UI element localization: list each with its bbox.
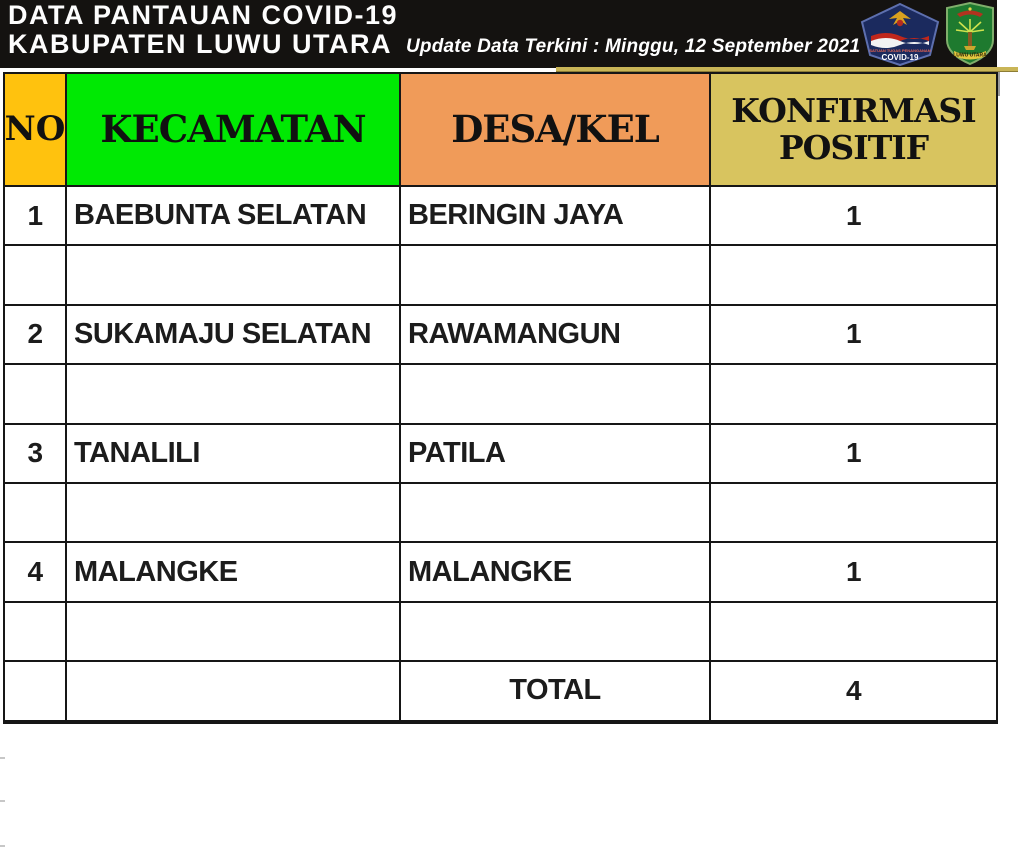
cell-no: 2: [5, 305, 67, 366]
cell-no: 4: [5, 543, 67, 603]
cell-konfirmasi: 1: [711, 187, 996, 247]
cell-konfirmasi: [711, 365, 996, 425]
cell-kecamatan: [67, 483, 401, 544]
cell-no: 3: [5, 424, 67, 484]
covid-table: NO KECAMATAN DESA/KEL KONFIRMASI POSITIF…: [3, 72, 998, 724]
cell-desa-kel: [401, 246, 711, 306]
cell-konfirmasi: [711, 483, 996, 544]
update-date-text: Update Data Terkini : Minggu, 12 Septemb…: [406, 36, 861, 57]
cell-no: [5, 246, 67, 306]
column-header-konfirmasi-positif: KONFIRMASI POSITIF: [711, 74, 996, 187]
cell-kecamatan: [67, 365, 401, 425]
column-header-kecamatan: KECAMATAN: [67, 74, 401, 187]
cell-konfirmasi: 1: [711, 543, 996, 603]
page-title-line1: DATA PANTAUAN COVID-19: [8, 0, 398, 30]
luwu-utara-regency-logo-icon: LUWU UTARA: [944, 2, 996, 66]
cell-konfirmasi: 1: [711, 424, 996, 484]
cell-desa-kel: MALANGKE: [401, 543, 711, 603]
cell-kecamatan: BAEBUNTA SELATAN: [67, 187, 401, 247]
cell-kecamatan: [67, 246, 401, 306]
luwu-utara-caption: LUWU UTARA: [953, 53, 987, 59]
cell-no: 1: [5, 187, 67, 247]
gridline-artifact: [998, 72, 1000, 96]
cell-no: [5, 365, 67, 425]
header-bar: DATA PANTAUAN COVID-19 KABUPATEN LUWU UT…: [0, 0, 997, 68]
cell-desa-kel: [401, 602, 711, 663]
gridline-stub: [0, 845, 5, 847]
cell-desa-kel: BERINGIN JAYA: [401, 187, 711, 247]
cell-no: [5, 662, 67, 722]
gridline-stub: [0, 800, 5, 802]
cell-desa-kel: RAWAMANGUN: [401, 305, 711, 366]
cell-desa-kel: [401, 483, 711, 544]
cell-kecamatan: [67, 662, 401, 722]
gold-divider: [556, 67, 1018, 72]
cell-desa-kel: PATILA: [401, 424, 711, 484]
cell-desa-kel: [401, 365, 711, 425]
cell-konfirmasi: 4: [711, 662, 996, 722]
cell-kecamatan: TANALILI: [67, 424, 401, 484]
gridline-stub: [0, 757, 5, 759]
page-title-line2: KABUPATEN LUWU UTARA: [8, 29, 392, 59]
satgas-covid19-logo-icon: SATUAN TUGAS PENANGANAN COVID-19: [859, 3, 941, 66]
satgas-caption-small: SATUAN TUGAS PENANGANAN: [869, 48, 930, 53]
cell-konfirmasi: 1: [711, 305, 996, 366]
column-header-desa-kel: DESA/KEL: [401, 74, 711, 187]
satgas-caption: COVID-19: [882, 53, 919, 62]
cell-desa-kel: TOTAL: [401, 662, 711, 722]
cell-kecamatan: [67, 602, 401, 663]
cell-kecamatan: MALANGKE: [67, 543, 401, 603]
column-header-no: NO: [5, 74, 67, 187]
cell-konfirmasi: [711, 602, 996, 663]
cell-kecamatan: SUKAMAJU SELATAN: [67, 305, 401, 366]
page-title: DATA PANTAUAN COVID-19 KABUPATEN LUWU UT…: [8, 1, 398, 59]
cell-no: [5, 602, 67, 663]
cell-no: [5, 483, 67, 544]
cell-konfirmasi: [711, 246, 996, 306]
